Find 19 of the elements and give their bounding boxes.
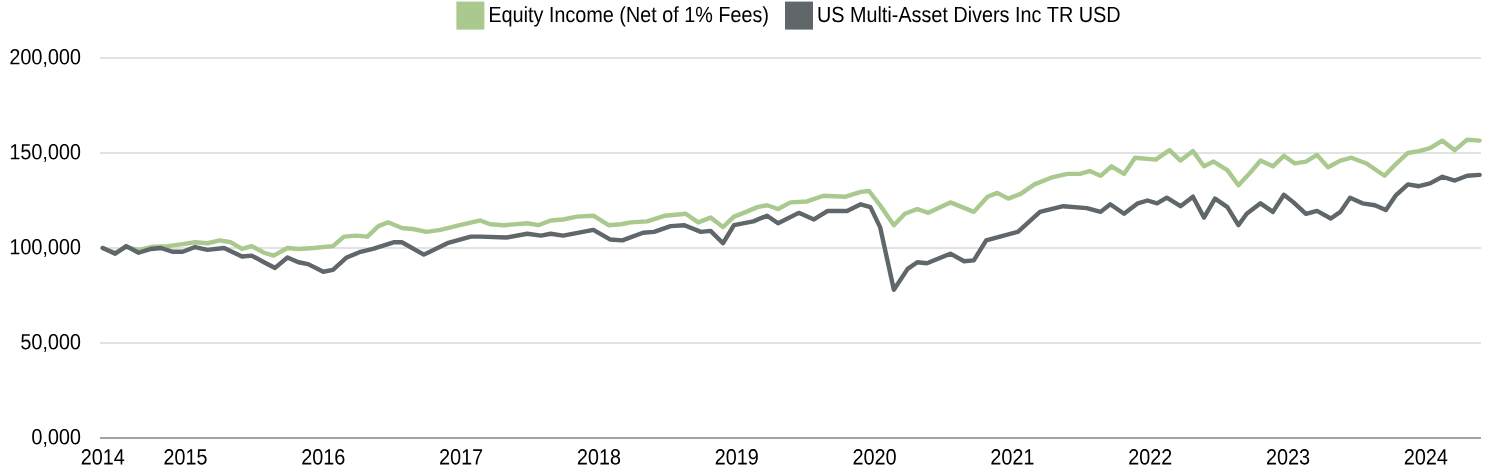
x-tick-label: 2024 bbox=[1404, 449, 1448, 465]
legend-label: US Multi-Asset Divers Inc TR USD bbox=[818, 6, 1120, 23]
y-tick-label: 50,000 bbox=[21, 333, 81, 353]
x-tick-label: 2017 bbox=[440, 449, 483, 465]
y-tick-label: 200,000 bbox=[10, 48, 81, 68]
x-tick-label: 2023 bbox=[1267, 449, 1310, 465]
y-tick-label: 150,000 bbox=[10, 143, 81, 163]
x-tick-label: 2020 bbox=[853, 449, 896, 465]
x-tick-label: 2021 bbox=[991, 449, 1034, 465]
x-tick-label: 2019 bbox=[715, 449, 758, 465]
y-tick-label: 100,000 bbox=[10, 238, 81, 258]
x-tick-label: 2014 bbox=[81, 449, 125, 465]
x-tick-label: 2018 bbox=[577, 449, 621, 465]
x-tick-label: 2022 bbox=[1129, 449, 1172, 465]
line-series bbox=[100, 172, 1482, 292]
legend-label: Equity Income (Net of 1% Fees) bbox=[490, 6, 768, 27]
x-tick-label: 2015 bbox=[164, 449, 207, 465]
y-tick-label: 0,000 bbox=[32, 428, 81, 448]
x-tick-label: 2016 bbox=[302, 449, 345, 465]
